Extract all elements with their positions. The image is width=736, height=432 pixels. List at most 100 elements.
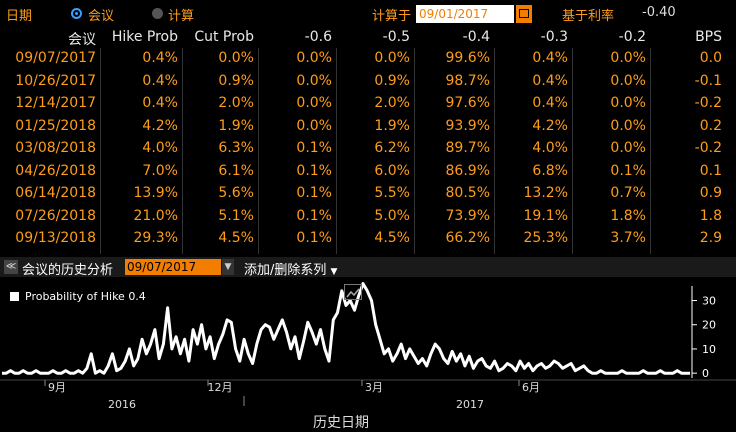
- table-cell: 0.0%: [610, 95, 646, 111]
- base-rate-label: 基于利率: [562, 9, 615, 24]
- date-label: 日期: [6, 9, 33, 24]
- table-cell: 13.2%: [523, 185, 568, 201]
- calc-on-label: 计算于: [372, 9, 412, 24]
- table-cell: 89.7%: [445, 140, 490, 156]
- column-header[interactable]: -0.5: [382, 29, 410, 45]
- table-cell: 6.8%: [532, 162, 568, 179]
- column-header[interactable]: Hike Prob: [111, 29, 178, 45]
- table-cell: 0.9%: [374, 72, 410, 89]
- calc-date-input[interactable]: 09/01/2017: [416, 5, 514, 23]
- table-row[interactable]: 09/13/2018 29.3% 4.5% 0.1% 4.5% 66.2% 25.3% 3.7…: [0, 228, 736, 250]
- table-cell: 73.9%: [445, 207, 490, 224]
- column-header[interactable]: Cut Prob: [194, 29, 254, 45]
- table-cell: 2.9: [699, 230, 722, 246]
- collapse-icon[interactable]: ≪: [4, 260, 18, 274]
- chart-panel-title: 会议的历史分析: [22, 263, 114, 278]
- table-cell: 0.1%: [296, 162, 332, 179]
- year-label: 2016: [108, 398, 136, 411]
- table-cell: 4.0%: [142, 140, 178, 156]
- column-header[interactable]: -0.2: [618, 29, 646, 45]
- table-cell: 1.9%: [218, 117, 254, 134]
- base-rate-value[interactable]: -0.40: [642, 5, 676, 20]
- chart-panel-bar: ≪ 会议的历史分析 09/07/2017 ▼ 添加/删除系列 ▼: [0, 257, 736, 278]
- x-tick-label: 12月: [208, 381, 233, 394]
- table-row[interactable]: 12/14/2017 0.4% 2.0% 0.0% 2.0% 97.6% 0.4% 0.0% -…: [0, 93, 736, 115]
- table-cell: 0.4%: [532, 95, 568, 111]
- chart-legend: Probability of Hike 0.4: [10, 290, 146, 303]
- table-cell: 0.0%: [296, 95, 332, 111]
- table-cell: 0.4%: [142, 50, 178, 66]
- x-tick-label: 9月: [48, 381, 66, 394]
- chevron-down-icon: ▼: [330, 267, 338, 277]
- table-cell: 99.6%: [445, 50, 490, 66]
- column-header[interactable]: -0.3: [540, 29, 568, 45]
- table-row[interactable]: 01/25/2018 4.2% 1.9% 0.0% 1.9% 93.9% 4.2% 0.0% 0…: [0, 116, 736, 138]
- table-cell: 5.5%: [374, 185, 410, 201]
- table-cell: 4.2%: [142, 117, 178, 134]
- meeting-date-cell: 12/14/2017: [15, 95, 96, 111]
- table-cell: 25.3%: [523, 230, 568, 246]
- x-tick-label: 3月: [365, 381, 383, 394]
- table-cell: 4.5%: [374, 230, 410, 246]
- add-remove-label: 添加/删除系列: [244, 263, 327, 278]
- meeting-date-cell: 09/13/2018: [15, 230, 96, 246]
- col-divider: [650, 28, 651, 254]
- y-tick-label: 10: [702, 343, 716, 356]
- meeting-date-cell: 01/25/2018: [15, 117, 96, 134]
- table-cell: -0.2: [694, 140, 722, 156]
- table-row[interactable]: 10/26/2017 0.4% 0.9% 0.0% 0.9% 98.7% 0.4% 0.0% -…: [0, 71, 736, 93]
- table-cell: 0.9%: [218, 72, 254, 89]
- col-divider: [572, 28, 573, 254]
- year-label: 2017: [456, 398, 484, 411]
- table-cell: 93.9%: [445, 117, 490, 134]
- table-cell: 0.0%: [218, 50, 254, 66]
- meeting-date-cell: 09/07/2017: [15, 50, 96, 66]
- table-cell: 0.0%: [296, 72, 332, 89]
- table-cell: 1.9%: [374, 117, 410, 134]
- table-cell: 4.0%: [532, 140, 568, 156]
- table-cell: 13.9%: [133, 185, 178, 201]
- table-row[interactable]: 09/07/2017 0.4% 0.0% 0.0% 0.0% 99.6% 0.4% 0.0% 0…: [0, 48, 736, 70]
- table-cell: 0.0%: [610, 140, 646, 156]
- table-cell: 4.5%: [218, 230, 254, 246]
- column-header[interactable]: 会议: [68, 32, 96, 48]
- meeting-date-cell: 06/14/2018: [15, 185, 96, 201]
- column-header[interactable]: BPS: [695, 29, 722, 45]
- table-cell: -0.1: [694, 72, 722, 89]
- table-cell: 0.9: [699, 185, 722, 201]
- meeting-label: 会议: [88, 9, 115, 24]
- chart-toggle-icon[interactable]: [344, 284, 362, 300]
- x-tick-label: 6月: [522, 381, 540, 394]
- calc-label: 计算: [168, 9, 195, 24]
- y-tick-label: 20: [702, 319, 716, 332]
- meeting-date-cell: 03/08/2018: [15, 140, 96, 156]
- table-cell: 0.0%: [610, 117, 646, 134]
- calendar-icon[interactable]: [516, 5, 532, 23]
- table-cell: 0.1: [699, 162, 722, 179]
- meeting-date-cell: 07/26/2018: [15, 207, 96, 224]
- table-cell: 0.0%: [374, 50, 410, 66]
- calc-radio[interactable]: [152, 8, 163, 19]
- meeting-radio[interactable]: [71, 8, 82, 19]
- chevron-down-icon[interactable]: ▼: [222, 259, 234, 275]
- table-cell: 5.6%: [218, 185, 254, 201]
- chart-date-input[interactable]: 09/07/2017: [125, 259, 221, 275]
- table-row[interactable]: 06/14/2018 13.9% 5.6% 0.1% 5.5% 80.5% 13.2% 0.7…: [0, 183, 736, 205]
- column-header[interactable]: -0.4: [462, 29, 490, 45]
- table-row[interactable]: 04/26/2018 7.0% 6.1% 0.1% 6.0% 86.9% 6.8% 0.1% 0…: [0, 161, 736, 183]
- table-cell: 5.0%: [374, 207, 410, 224]
- series-line: [2, 282, 690, 375]
- table-cell: 97.6%: [445, 95, 490, 111]
- legend-swatch: [10, 292, 19, 301]
- table-cell: 0.1%: [296, 207, 332, 224]
- history-chart: 0 10 20 30 9月 12月 3月 6月 2016 2017: [0, 282, 736, 411]
- x-axis-title: 历史日期: [313, 415, 369, 431]
- meeting-date-cell: 10/26/2017: [15, 72, 96, 89]
- table-row[interactable]: 03/08/2018 4.0% 6.3% 0.1% 6.2% 89.7% 4.0% 0.0% -…: [0, 138, 736, 160]
- table-cell: 0.7%: [610, 185, 646, 201]
- col-divider: [494, 28, 495, 254]
- table-row[interactable]: 07/26/2018 21.0% 5.1% 0.1% 5.0% 73.9% 19.1% 1.8…: [0, 206, 736, 228]
- add-remove-series-button[interactable]: 添加/删除系列 ▼: [244, 259, 337, 278]
- column-header[interactable]: -0.6: [304, 29, 332, 45]
- legend-label: Probability of Hike 0.4: [25, 290, 146, 303]
